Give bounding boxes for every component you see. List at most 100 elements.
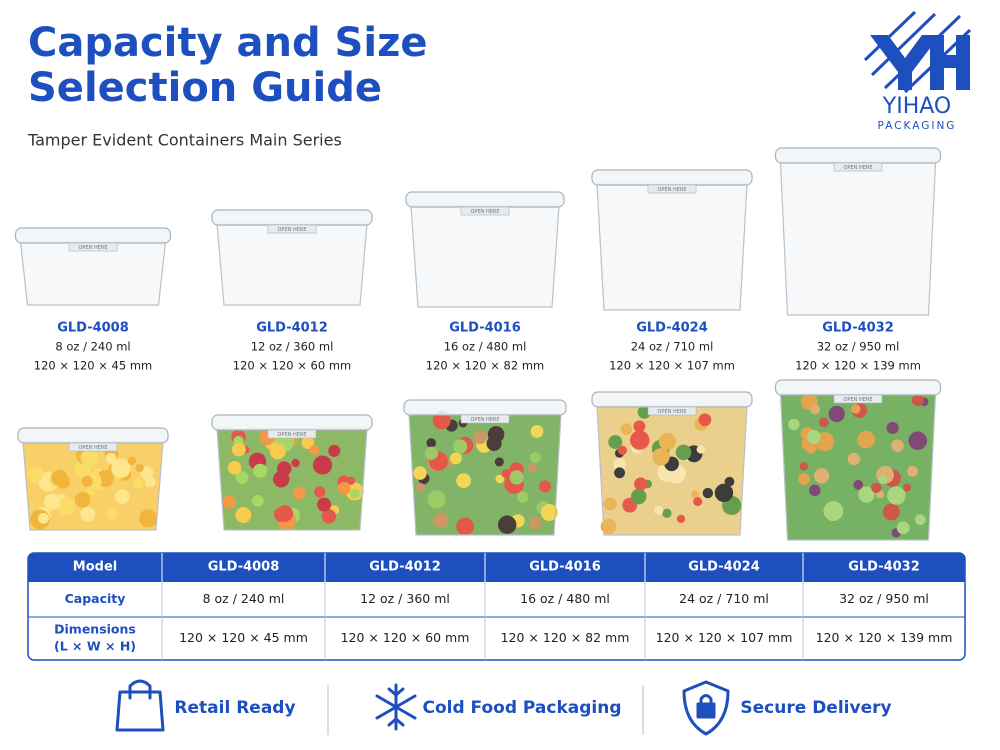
container-body — [216, 428, 368, 531]
food-piece — [321, 509, 337, 524]
table-header: GLD-4012 — [369, 560, 441, 575]
food-piece — [501, 468, 511, 479]
food-piece — [600, 518, 617, 535]
food-piece — [613, 458, 626, 471]
food-piece — [426, 438, 436, 448]
food-piece — [251, 495, 264, 507]
logo-name: YIHAO — [882, 94, 951, 119]
food-piece — [654, 505, 664, 515]
food-piece — [432, 411, 451, 430]
food-piece — [253, 463, 268, 478]
food-piece — [896, 521, 910, 535]
food-piece — [74, 491, 91, 508]
food-piece — [858, 486, 875, 503]
food-piece — [222, 495, 236, 510]
food-piece — [517, 491, 529, 503]
food-piece — [798, 473, 811, 485]
open-tab — [833, 394, 883, 404]
food-piece — [637, 405, 652, 419]
food-piece — [273, 507, 289, 522]
food-piece — [630, 430, 650, 450]
food-piece — [528, 517, 542, 530]
row-label: (L × W × H) — [54, 639, 136, 654]
dimension-label: 120 × 120 × 60 mm — [233, 359, 352, 373]
food-piece — [269, 443, 286, 460]
table-cell: 120 × 120 × 82 mm — [501, 630, 630, 645]
food-piece — [903, 483, 912, 492]
food-piece — [317, 497, 332, 512]
food-piece — [328, 444, 341, 457]
model-label: GLD-4024 — [636, 321, 708, 336]
food-piece — [424, 446, 439, 460]
feature-label: Secure Delivery — [740, 698, 891, 718]
container-body — [596, 183, 748, 311]
food-piece — [312, 455, 333, 475]
dimension-label: 120 × 120 × 82 mm — [426, 359, 545, 373]
food-piece — [80, 506, 96, 522]
feature-bar: Retail Ready Cold Food Packaging Secure … — [115, 679, 892, 736]
food-piece — [810, 404, 820, 415]
food-piece — [806, 429, 821, 444]
capacity-label: 32 oz / 950 ml — [817, 340, 900, 354]
food-piece — [691, 490, 700, 499]
container-lid — [405, 191, 565, 208]
food-piece — [908, 431, 928, 450]
food-piece — [413, 466, 427, 480]
food-piece — [662, 508, 672, 518]
food-piece — [696, 445, 705, 454]
open-tab-label: OPEN HERE — [79, 245, 108, 251]
food-piece — [56, 497, 76, 516]
feature-label: Retail Ready — [174, 698, 295, 718]
logo-tagline: PACKAGING — [878, 120, 957, 132]
title-line: Capacity and Size — [28, 20, 427, 66]
open-tab — [460, 206, 510, 216]
container-body — [22, 441, 164, 531]
food-piece — [486, 435, 502, 451]
food-piece — [449, 452, 462, 465]
food-piece — [509, 470, 524, 485]
food-piece — [494, 457, 504, 467]
container-body — [408, 413, 562, 536]
row-label: Dimensions — [54, 622, 136, 637]
container-body — [19, 241, 167, 306]
open-tab-label: OPEN HERE — [471, 209, 500, 215]
table-cell: 8 oz / 240 ml — [203, 591, 285, 606]
open-tab-label: OPEN HERE — [844, 397, 873, 403]
food-piece — [292, 486, 306, 500]
food-piece — [456, 517, 474, 536]
food-piece — [51, 469, 68, 487]
open-tab-label: OPEN HERE — [658, 187, 687, 193]
food-piece — [698, 413, 712, 427]
food-piece — [427, 490, 446, 509]
food-piece — [630, 488, 647, 505]
food-piece — [878, 475, 888, 484]
food-piece — [235, 507, 252, 523]
food-piece — [805, 442, 817, 454]
container-lid — [211, 209, 373, 226]
container-lid — [14, 227, 172, 244]
food-piece — [633, 420, 646, 433]
food-piece — [114, 489, 130, 504]
food-piece — [620, 423, 633, 436]
container-body — [410, 205, 560, 308]
food-piece — [608, 435, 623, 450]
food-piece — [882, 503, 900, 521]
food-piece — [497, 515, 517, 534]
table-cell: 120 × 120 × 60 mm — [341, 630, 470, 645]
food-piece — [44, 493, 61, 510]
food-piece — [530, 424, 544, 438]
food-piece — [231, 442, 246, 457]
food-piece — [823, 501, 844, 521]
food-piece — [693, 497, 703, 507]
open-tab-label: OPEN HERE — [278, 432, 307, 438]
dimension-label: 120 × 120 × 139 mm — [795, 359, 921, 373]
table-header: GLD-4016 — [529, 560, 601, 575]
container-lid — [17, 427, 169, 444]
open-tab-label: OPEN HERE — [658, 409, 687, 415]
open-tab-label: OPEN HERE — [278, 227, 307, 233]
open-tab-label: OPEN HERE — [471, 417, 500, 423]
food-piece — [291, 458, 300, 468]
food-piece — [432, 512, 449, 529]
food-piece — [227, 461, 242, 475]
snowflake-icon — [375, 683, 417, 731]
